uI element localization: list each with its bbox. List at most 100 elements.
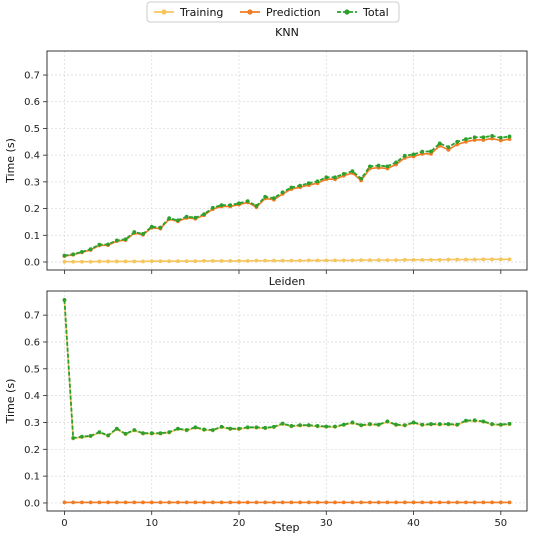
data-point bbox=[446, 257, 451, 262]
data-point bbox=[289, 500, 294, 505]
data-point bbox=[263, 500, 268, 505]
data-point bbox=[464, 257, 468, 262]
data-point bbox=[498, 135, 503, 140]
data-point bbox=[368, 422, 372, 426]
data-point bbox=[141, 500, 145, 505]
data-point bbox=[333, 175, 337, 180]
data-point bbox=[263, 258, 268, 263]
data-point bbox=[149, 500, 154, 505]
data-point bbox=[237, 201, 241, 206]
y-tick-label: 0.1 bbox=[24, 472, 40, 483]
data-point bbox=[149, 431, 154, 436]
data-point bbox=[333, 500, 337, 505]
legend-label: Prediction bbox=[266, 6, 321, 19]
data-point bbox=[350, 420, 355, 425]
data-point bbox=[481, 257, 486, 262]
data-point bbox=[219, 424, 224, 429]
data-point bbox=[210, 428, 215, 432]
data-point bbox=[176, 426, 180, 431]
data-point bbox=[210, 500, 215, 505]
series-prediction bbox=[62, 500, 512, 505]
data-point bbox=[472, 500, 477, 505]
data-point bbox=[315, 179, 320, 184]
data-point bbox=[237, 259, 241, 263]
data-point bbox=[219, 203, 224, 208]
legend-frame bbox=[146, 1, 400, 23]
data-point bbox=[176, 500, 180, 505]
data-point bbox=[481, 138, 486, 142]
data-point bbox=[350, 500, 355, 505]
data-point bbox=[71, 436, 76, 440]
data-point bbox=[141, 431, 145, 436]
y-tick-label: 0.2 bbox=[24, 445, 40, 456]
data-point bbox=[228, 426, 233, 431]
y-tick-label: 0.0 bbox=[24, 257, 40, 268]
legend-label: Total bbox=[362, 6, 389, 19]
data-point bbox=[114, 500, 119, 505]
data-point bbox=[359, 500, 364, 505]
data-point bbox=[455, 500, 460, 505]
data-point bbox=[385, 500, 390, 505]
data-point bbox=[429, 257, 433, 262]
data-point bbox=[280, 500, 285, 505]
data-point bbox=[123, 431, 128, 436]
data-point bbox=[376, 500, 381, 505]
panel-title: Leiden bbox=[269, 275, 306, 288]
data-point bbox=[158, 431, 163, 436]
data-point bbox=[80, 434, 84, 439]
series-line bbox=[63, 299, 510, 439]
data-point bbox=[324, 500, 329, 505]
data-point bbox=[376, 163, 381, 168]
data-point bbox=[167, 430, 172, 435]
data-point bbox=[80, 259, 84, 264]
data-point bbox=[333, 258, 337, 263]
y-tick-label: 0.2 bbox=[24, 204, 40, 215]
data-point bbox=[237, 426, 241, 431]
data-point bbox=[429, 422, 433, 426]
data-point bbox=[464, 500, 468, 505]
legend-marker bbox=[161, 9, 167, 15]
data-point bbox=[464, 137, 468, 142]
data-point bbox=[507, 500, 512, 505]
data-point bbox=[341, 171, 346, 176]
x-axis-label: Step bbox=[274, 521, 299, 534]
data-point bbox=[228, 500, 233, 505]
data-point bbox=[394, 422, 398, 427]
data-point bbox=[385, 164, 390, 169]
data-point bbox=[368, 500, 372, 505]
data-point bbox=[97, 430, 102, 435]
data-point bbox=[62, 500, 67, 505]
data-point bbox=[132, 230, 137, 234]
data-point bbox=[464, 418, 468, 423]
data-point bbox=[245, 259, 250, 263]
data-point bbox=[88, 500, 93, 505]
data-point bbox=[167, 216, 172, 221]
data-point bbox=[498, 500, 503, 505]
x-tick-label: 0 bbox=[61, 518, 67, 529]
data-point bbox=[289, 185, 294, 190]
data-point bbox=[228, 203, 233, 208]
data-point bbox=[176, 218, 180, 223]
data-point bbox=[490, 422, 494, 426]
data-point bbox=[228, 259, 233, 263]
data-point bbox=[141, 232, 145, 236]
data-point bbox=[71, 252, 76, 257]
data-point bbox=[411, 500, 416, 505]
data-point bbox=[394, 258, 398, 263]
data-point bbox=[298, 500, 302, 505]
data-point bbox=[193, 259, 198, 264]
data-point bbox=[376, 258, 381, 263]
data-point bbox=[341, 258, 346, 263]
data-point bbox=[394, 500, 398, 505]
data-point bbox=[429, 500, 433, 505]
data-point bbox=[306, 258, 311, 263]
data-point bbox=[272, 424, 276, 429]
y-tick-label: 0.7 bbox=[24, 71, 40, 82]
data-point bbox=[193, 425, 198, 430]
data-point bbox=[437, 257, 442, 262]
data-point bbox=[254, 500, 259, 505]
data-point bbox=[446, 147, 451, 152]
series-training bbox=[62, 257, 512, 264]
data-point bbox=[464, 139, 468, 144]
